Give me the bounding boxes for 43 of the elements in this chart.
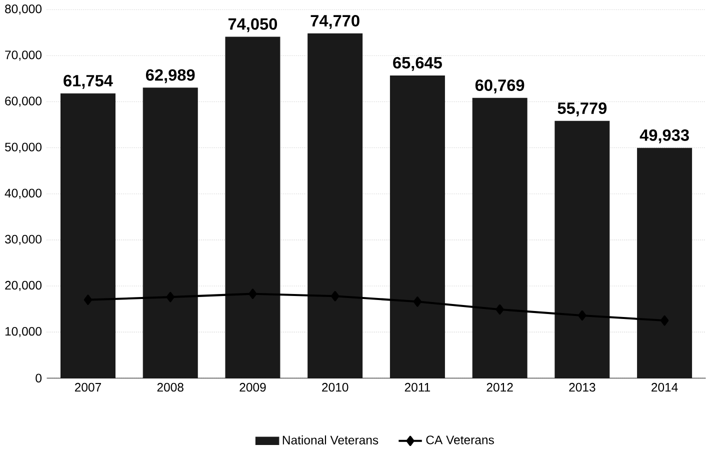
legend-label: National Veterans [282,436,378,445]
point [166,292,174,302]
x-tick-label: 2011 [404,383,430,392]
y-tick-label: 80,000 [5,4,42,15]
x-tick-label: 2009 [240,383,266,392]
bar [142,88,198,378]
point [413,296,422,307]
y-tick-label: 0 [36,374,42,383]
x-tick-label: 2010 [322,383,348,392]
data-label: 49,933 [640,129,689,144]
data-label: 55,779 [558,102,607,116]
point [660,316,669,326]
bar [554,120,610,378]
data-label: 61,754 [64,75,113,89]
data-label: 62,989 [146,69,195,84]
y-tick-label: 60,000 [5,96,42,107]
bar [60,93,116,378]
x-tick-label: 2008 [157,383,184,392]
bar [637,148,692,378]
y-tick-label: 30,000 [5,234,42,246]
bar [472,98,528,378]
data-label: 74,770 [310,15,360,29]
point [84,294,92,306]
point [578,310,586,321]
y-tick-label: 20,000 [5,281,42,292]
y-tick-label: 10,000 [5,327,42,338]
point [248,288,257,300]
bar [225,36,280,378]
data-label: 74,050 [228,18,278,32]
bar [390,76,445,378]
point [331,291,340,302]
legend-label: CA Veterans [426,436,494,444]
y-tick-label: 70,000 [5,50,42,61]
point [496,304,504,315]
x-tick-label: 2012 [486,383,513,392]
x-tick-label: 2013 [569,383,596,392]
y-tick-label: 50,000 [5,142,42,153]
data-label: 60,769 [475,80,524,94]
x-tick-label: 2007 [74,383,101,392]
x-tick-label: 2014 [652,383,678,392]
bar [308,34,363,378]
y-tick-label: 40,000 [4,188,42,199]
data-label: 65,645 [393,57,442,71]
